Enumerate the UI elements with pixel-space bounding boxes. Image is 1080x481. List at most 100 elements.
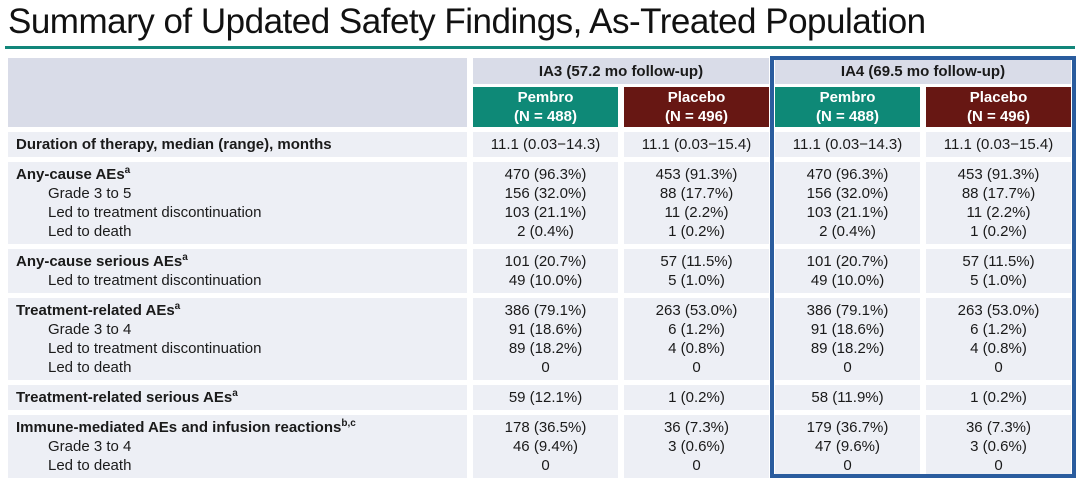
data-cell: 179 (36.7%) 47 (9.6%) 0 [775, 415, 920, 478]
row-label: Immune-mediated AEs and infusion reactio… [16, 418, 467, 437]
data-cell: 178 (36.5%) 46 (9.4%) 0 [473, 415, 618, 478]
data-cell: 263 (53.0%) 6 (1.2%) 4 (0.8%) 0 [624, 298, 769, 380]
column-header-ia4-placebo: Placebo (N = 496) [926, 87, 1071, 127]
cell-value: 470 (96.3%) [504, 166, 587, 183]
column-header-ia4-pembro: Pembro (N = 488) [775, 87, 920, 127]
group-header-ia4: IA4 (69.5 mo follow-up) [775, 58, 1071, 84]
row-label-text: Led to treatment discontinuation [48, 204, 262, 221]
row-label-cell: Any-cause serious AEsa Led to treatment d… [8, 249, 467, 293]
cell-value: 0 [843, 457, 852, 474]
row-label: Any-cause serious AEsa [16, 252, 467, 271]
cell-value: 0 [541, 457, 550, 474]
cell-value: 57 (11.5%) [962, 253, 1035, 270]
column-header-n: (N = 488) [816, 108, 879, 125]
cell-value: 2 (0.4%) [819, 223, 876, 240]
row-label-text: Any-cause AEs [16, 166, 125, 183]
cell-value: 263 (53.0%) [655, 302, 738, 319]
data-cell: 59 (12.1%) [473, 385, 618, 410]
row-label-cell: Treatment-related serious AEsa [8, 385, 467, 410]
row-label: Led to treatment discontinuation [16, 203, 467, 222]
cell-value: 6 (1.2%) [970, 321, 1027, 338]
row-label: Duration of therapy, median (range), mon… [16, 135, 467, 154]
row-label-text: Immune-mediated AEs and infusion reactio… [16, 419, 342, 436]
cell-value: 156 (32.0%) [806, 185, 889, 202]
cell-value: 0 [692, 457, 701, 474]
cell-value: 156 (32.0%) [504, 185, 587, 202]
cell-value: 4 (0.8%) [668, 340, 725, 357]
row-label-cell: Duration of therapy, median (range), mon… [8, 132, 467, 157]
column-header-n: (N = 496) [665, 108, 728, 125]
cell-value: 1 (0.2%) [668, 389, 725, 406]
data-cell: 453 (91.3%) 88 (17.7%) 11 (2.2%) 1 (0.2%) [926, 162, 1071, 244]
cell-value: 36 (7.3%) [965, 419, 1032, 436]
cell-value: 453 (91.3%) [655, 166, 738, 183]
cell-value: 91 (18.6%) [508, 321, 583, 338]
cell-value: 59 (12.1%) [508, 389, 583, 406]
cell-value: 46 (9.4%) [512, 438, 579, 455]
row-group: Treatment-related serious AEsa 59 (12.1%)… [8, 385, 1071, 410]
row-label: Grade 3 to 5 [16, 184, 467, 203]
cell-value: 178 (36.5%) [504, 419, 587, 436]
column-header-label: Placebo [667, 89, 726, 106]
row-group: Treatment-related AEsa Grade 3 to 4 Led to… [8, 298, 1071, 380]
cell-value: 89 (18.2%) [508, 340, 583, 357]
cell-value: 0 [994, 457, 1003, 474]
cell-value: 11.1 (0.03−15.4) [641, 136, 752, 153]
cell-value: 5 (1.0%) [970, 272, 1027, 289]
row-label: Grade 3 to 4 [16, 437, 467, 456]
data-cell: 470 (96.3%) 156 (32.0%) 103 (21.1%) 2 (0.4%… [775, 162, 920, 244]
cell-value: 1 (0.2%) [970, 389, 1027, 406]
row-label-cell: Immune-mediated AEs and infusion reactio… [8, 415, 467, 478]
cell-value: 0 [541, 359, 550, 376]
cell-value: 470 (96.3%) [806, 166, 889, 183]
cell-value: 49 (10.0%) [508, 272, 583, 289]
cell-value: 11.1 (0.03−14.3) [490, 136, 601, 153]
row-label-text: Any-cause serious AEs [16, 253, 183, 270]
row-group: Any-cause serious AEsa Led to treatment d… [8, 249, 1071, 293]
row-label: Led to treatment discontinuation [16, 339, 467, 358]
row-group: Duration of therapy, median (range), mon… [8, 132, 1071, 157]
row-label-text: Duration of therapy, median (range), mon… [16, 136, 332, 153]
cell-value: 263 (53.0%) [957, 302, 1040, 319]
cell-value: 49 (10.0%) [810, 272, 885, 289]
row-label-cell: Any-cause AEsa Grade 3 to 5 Led to treatme… [8, 162, 467, 244]
data-cell: 36 (7.3%) 3 (0.6%) 0 [624, 415, 769, 478]
cell-value: 103 (21.1%) [504, 204, 587, 221]
table-header: IA3 (57.2 mo follow-up) IA4 (69.5 mo fol… [8, 58, 1071, 127]
row-label-text: Led to death [48, 457, 132, 474]
row-label-text: Treatment-related AEs [16, 302, 175, 319]
group-header-ia3: IA3 (57.2 mo follow-up) [473, 58, 769, 84]
data-cell: 58 (11.9%) [775, 385, 920, 410]
data-cell: 101 (20.7%) 49 (10.0%) [775, 249, 920, 293]
cell-value: 11.1 (0.03−15.4) [943, 136, 1054, 153]
data-cell: 11.1 (0.03−14.3) [775, 132, 920, 157]
data-cell: 11.1 (0.03−15.4) [624, 132, 769, 157]
column-header-ia3-placebo: Placebo (N = 496) [624, 87, 769, 127]
row-group: Any-cause AEsa Grade 3 to 5 Led to treatme… [8, 162, 1071, 244]
cell-value: 2 (0.4%) [517, 223, 574, 240]
cell-value: 0 [843, 359, 852, 376]
row-label: Treatment-related serious AEsa [16, 388, 467, 407]
data-cell: 57 (11.5%) 5 (1.0%) [624, 249, 769, 293]
row-label: Any-cause AEsa [16, 165, 467, 184]
cell-value: 0 [994, 359, 1003, 376]
cell-value: 88 (17.7%) [961, 185, 1036, 202]
row-label: Led to death [16, 358, 467, 377]
cell-value: 386 (79.1%) [806, 302, 889, 319]
row-label: Led to death [16, 456, 467, 475]
data-cell: 453 (91.3%) 88 (17.7%) 11 (2.2%) 1 (0.2%) [624, 162, 769, 244]
cell-value: 1 (0.2%) [668, 223, 725, 240]
cell-value: 88 (17.7%) [659, 185, 734, 202]
cell-value: 3 (0.6%) [970, 438, 1027, 455]
footnote-marker: a [232, 388, 238, 399]
data-cell: 263 (53.0%) 6 (1.2%) 4 (0.8%) 0 [926, 298, 1071, 380]
cell-value: 101 (20.7%) [806, 253, 889, 270]
cell-value: 11 (2.2%) [664, 204, 729, 221]
data-cell: 57 (11.5%) 5 (1.0%) [926, 249, 1071, 293]
cell-value: 1 (0.2%) [970, 223, 1027, 240]
page-title: Summary of Updated Safety Findings, As-T… [8, 2, 926, 41]
row-label: Treatment-related AEsa [16, 301, 467, 320]
cell-value: 453 (91.3%) [957, 166, 1040, 183]
row-label-text: Grade 3 to 4 [48, 438, 132, 455]
cell-value: 47 (9.6%) [814, 438, 881, 455]
